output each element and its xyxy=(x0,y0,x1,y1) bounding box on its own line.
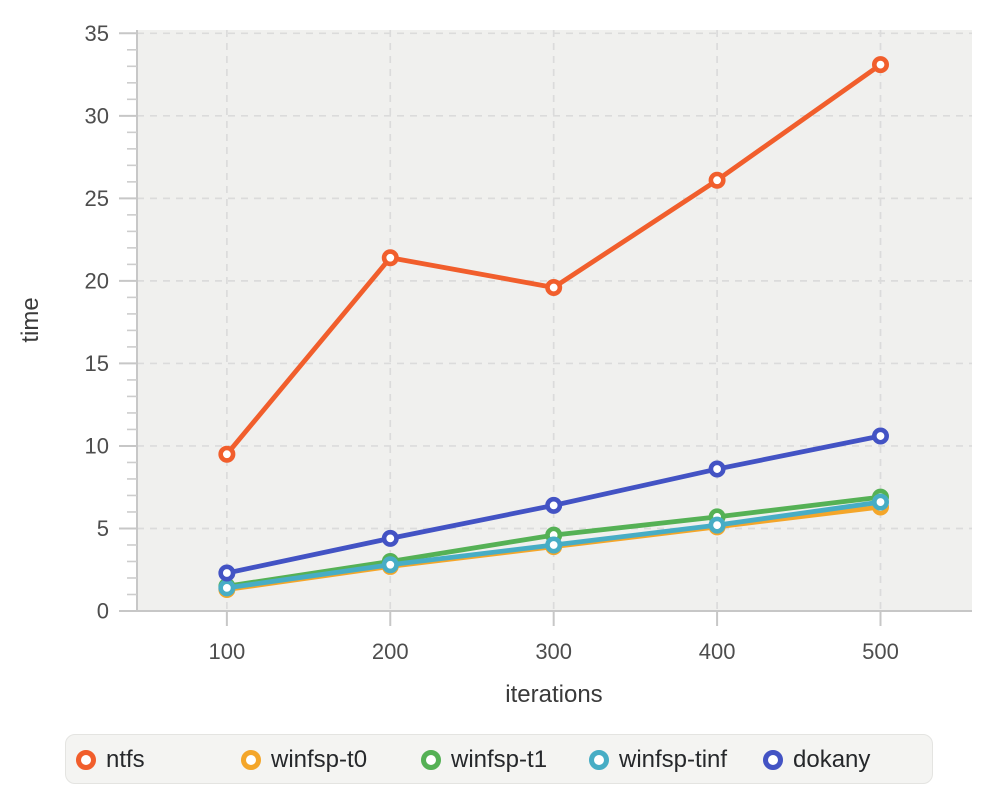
legend-label: ntfs xyxy=(106,746,145,773)
legend-item-winfsp-tinf: winfsp-tinf xyxy=(589,735,727,785)
data-point-dokany xyxy=(871,427,889,445)
y-tick-label: 5 xyxy=(97,516,109,541)
legend-item-ntfs: ntfs xyxy=(76,735,145,785)
series-winfsp-tinf xyxy=(218,493,889,597)
y-tick-label: 25 xyxy=(85,186,109,211)
legend-label: winfsp-tinf xyxy=(619,746,728,773)
y-tick-label: 35 xyxy=(85,21,109,46)
legend-label: winfsp-t0 xyxy=(271,746,368,773)
legend-item-dokany: dokany xyxy=(763,735,870,785)
series-dokany xyxy=(218,427,889,582)
legend-marker-winfsp-t1-icon xyxy=(421,750,441,770)
x-tick-label: 300 xyxy=(535,639,572,664)
data-point-winfsp-tinf xyxy=(545,536,563,554)
data-point-winfsp-tinf xyxy=(218,579,236,597)
x-axis-ticks: 100 200 300 400 500 xyxy=(209,611,899,664)
data-point-ntfs xyxy=(708,171,726,189)
data-point-dokany xyxy=(218,564,236,582)
x-tick-label: 400 xyxy=(699,639,736,664)
x-tick-label: 100 xyxy=(209,639,246,664)
x-axis-title: iterations xyxy=(505,681,602,708)
y-tick-label: 15 xyxy=(85,351,109,376)
y-tick-label: 20 xyxy=(85,268,109,293)
legend-marker-winfsp-tinf-icon xyxy=(589,750,609,770)
data-point-ntfs xyxy=(871,56,889,74)
data-point-ntfs xyxy=(218,445,236,463)
series-ntfs xyxy=(218,56,889,463)
x-tick-label: 500 xyxy=(862,639,899,664)
data-point-dokany xyxy=(381,529,399,547)
legend-item-winfsp-t1: winfsp-t1 xyxy=(421,735,547,785)
y-axis-ticks: 0 5 10 15 20 25 30 35 xyxy=(85,21,137,624)
legend-label: dokany xyxy=(793,746,871,773)
legend-label: winfsp-t1 xyxy=(451,746,548,773)
data-point-dokany xyxy=(545,496,563,514)
line-chart: time iterations 0 5 10 15 20 25 30 35 100 200 300 4… xyxy=(17,21,972,708)
y-axis-title: time xyxy=(17,297,44,342)
legend-marker-winfsp-t0-icon xyxy=(241,750,261,770)
legend-marker-dokany-icon xyxy=(763,750,783,770)
data-point-winfsp-tinf xyxy=(871,493,889,511)
y-tick-label: 0 xyxy=(97,599,109,624)
y-tick-label: 30 xyxy=(85,103,109,128)
legend-item-winfsp-t0: winfsp-t0 xyxy=(241,735,367,785)
data-point-winfsp-tinf xyxy=(708,516,726,534)
legend: ntfs winfsp-t0 winfsp-t1 winfsp-tinf dokany xyxy=(65,734,933,784)
legend-marker-ntfs-icon xyxy=(76,750,96,770)
data-point-ntfs xyxy=(381,249,399,267)
x-tick-label: 200 xyxy=(372,639,409,664)
data-point-dokany xyxy=(708,460,726,478)
y-tick-label: 10 xyxy=(85,433,109,458)
data-point-ntfs xyxy=(545,278,563,296)
data-point-winfsp-tinf xyxy=(381,556,399,574)
